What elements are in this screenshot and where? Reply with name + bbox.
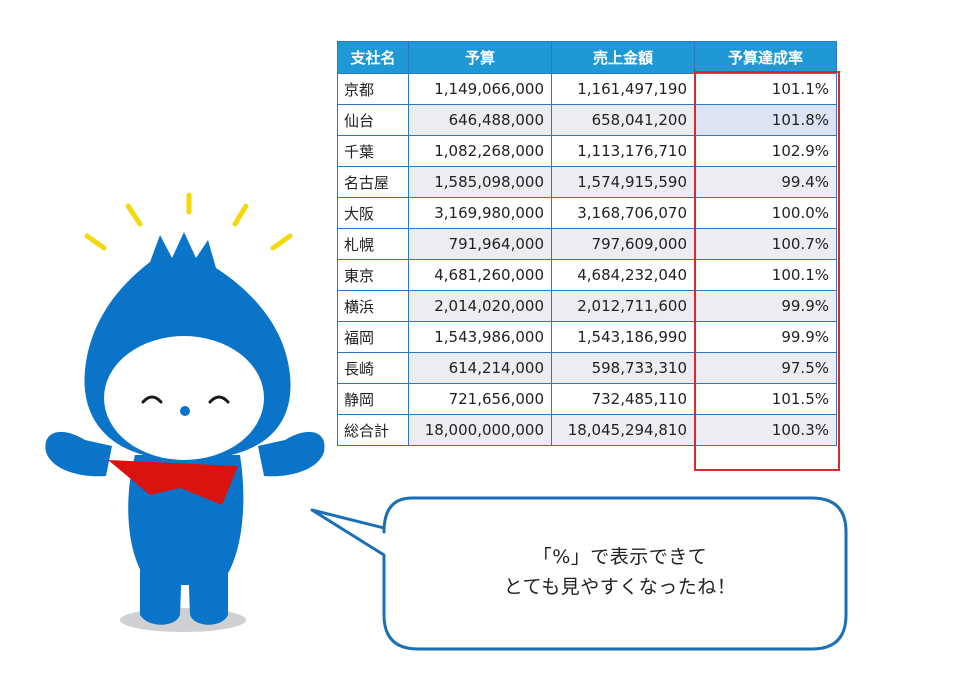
table-row: 札幌 791,964,000 797,609,000 100.7% [337,228,837,260]
rate-cell: 100.3% [694,414,837,446]
branch-cell: 横浜 [337,290,409,322]
sales-cell: 2,012,711,600 [551,290,695,322]
branch-cell: 福岡 [337,321,409,353]
table-row: 東京 4,681,260,000 4,684,232,040 100.1% [337,259,837,291]
table-row: 名古屋 1,585,098,000 1,574,915,590 99.4% [337,166,837,198]
speech-bubble-text: 「%」で表示できて とても見やすくなったね！ [420,542,820,602]
branch-cell: 東京 [337,259,409,291]
sales-cell: 18,045,294,810 [551,414,695,446]
branch-cell: 札幌 [337,228,409,260]
branch-cell: 仙台 [337,104,409,136]
rate-cell: 101.8% [694,104,837,136]
table-row: 長崎 614,214,000 598,733,310 97.5% [337,352,837,384]
sales-cell: 732,485,110 [551,383,695,415]
budget-cell: 646,488,000 [408,104,552,136]
rate-cell: 99.9% [694,321,837,353]
rate-cell: 101.5% [694,383,837,415]
sales-cell: 3,168,706,070 [551,197,695,229]
mascot-face [104,336,264,460]
table-row: 大阪 3,169,980,000 3,168,706,070 100.0% [337,197,837,229]
table-header-row: 支社名 予算 売上金額 予算達成率 [337,41,837,74]
bubble-line-2: とても見やすくなったね！ [503,576,737,598]
table-row: 静岡 721,656,000 732,485,110 101.5% [337,383,837,415]
sales-table: 支社名 予算 売上金額 予算達成率 京都 1,149,066,000 1,161,4… [337,41,837,446]
sales-cell: 1,543,186,990 [551,321,695,353]
budget-cell: 3,169,980,000 [408,197,552,229]
mascot-nose [180,406,190,416]
sales-cell: 1,161,497,190 [551,73,695,105]
budget-cell: 791,964,000 [408,228,552,260]
header-sales: 売上金額 [551,41,695,74]
sales-cell: 4,684,232,040 [551,259,695,291]
budget-cell: 1,543,986,000 [408,321,552,353]
budget-cell: 1,082,268,000 [408,135,552,167]
sparkle-icon [84,192,293,251]
rate-cell: 99.9% [694,290,837,322]
budget-cell: 4,681,260,000 [408,259,552,291]
branch-cell: 大阪 [337,197,409,229]
rate-cell: 100.1% [694,259,837,291]
table-row: 仙台 646,488,000 658,041,200 101.8% [337,104,837,136]
budget-cell: 2,014,020,000 [408,290,552,322]
budget-cell: 721,656,000 [408,383,552,415]
budget-cell: 18,000,000,000 [408,414,552,446]
sales-cell: 1,574,915,590 [551,166,695,198]
sales-cell: 1,113,176,710 [551,135,695,167]
header-branch: 支社名 [337,41,409,74]
table-row: 京都 1,149,066,000 1,161,497,190 101.1% [337,73,837,105]
branch-cell: 京都 [337,73,409,105]
branch-cell: 総合計 [337,414,409,446]
mascot-scarf [108,460,238,505]
rate-cell: 102.9% [694,135,837,167]
table-row: 福岡 1,543,986,000 1,543,186,990 99.9% [337,321,837,353]
sales-cell: 658,041,200 [551,104,695,136]
header-rate: 予算達成率 [694,41,837,74]
mascot-illustration [45,192,325,632]
sales-cell: 797,609,000 [551,228,695,260]
mascot-eyes [141,395,230,404]
table-row: 横浜 2,014,020,000 2,012,711,600 99.9% [337,290,837,322]
rate-cell: 97.5% [694,352,837,384]
bubble-line-1: 「%」で表示できて [532,546,708,568]
table-row: 千葉 1,082,268,000 1,113,176,710 102.9% [337,135,837,167]
rate-cell: 101.1% [694,73,837,105]
table-total-row: 総合計 18,000,000,000 18,045,294,810 100.3% [337,414,837,446]
header-budget: 予算 [408,41,552,74]
rate-cell: 100.7% [694,228,837,260]
budget-cell: 1,585,098,000 [408,166,552,198]
budget-cell: 614,214,000 [408,352,552,384]
budget-cell: 1,149,066,000 [408,73,552,105]
rate-cell: 99.4% [694,166,837,198]
branch-cell: 千葉 [337,135,409,167]
